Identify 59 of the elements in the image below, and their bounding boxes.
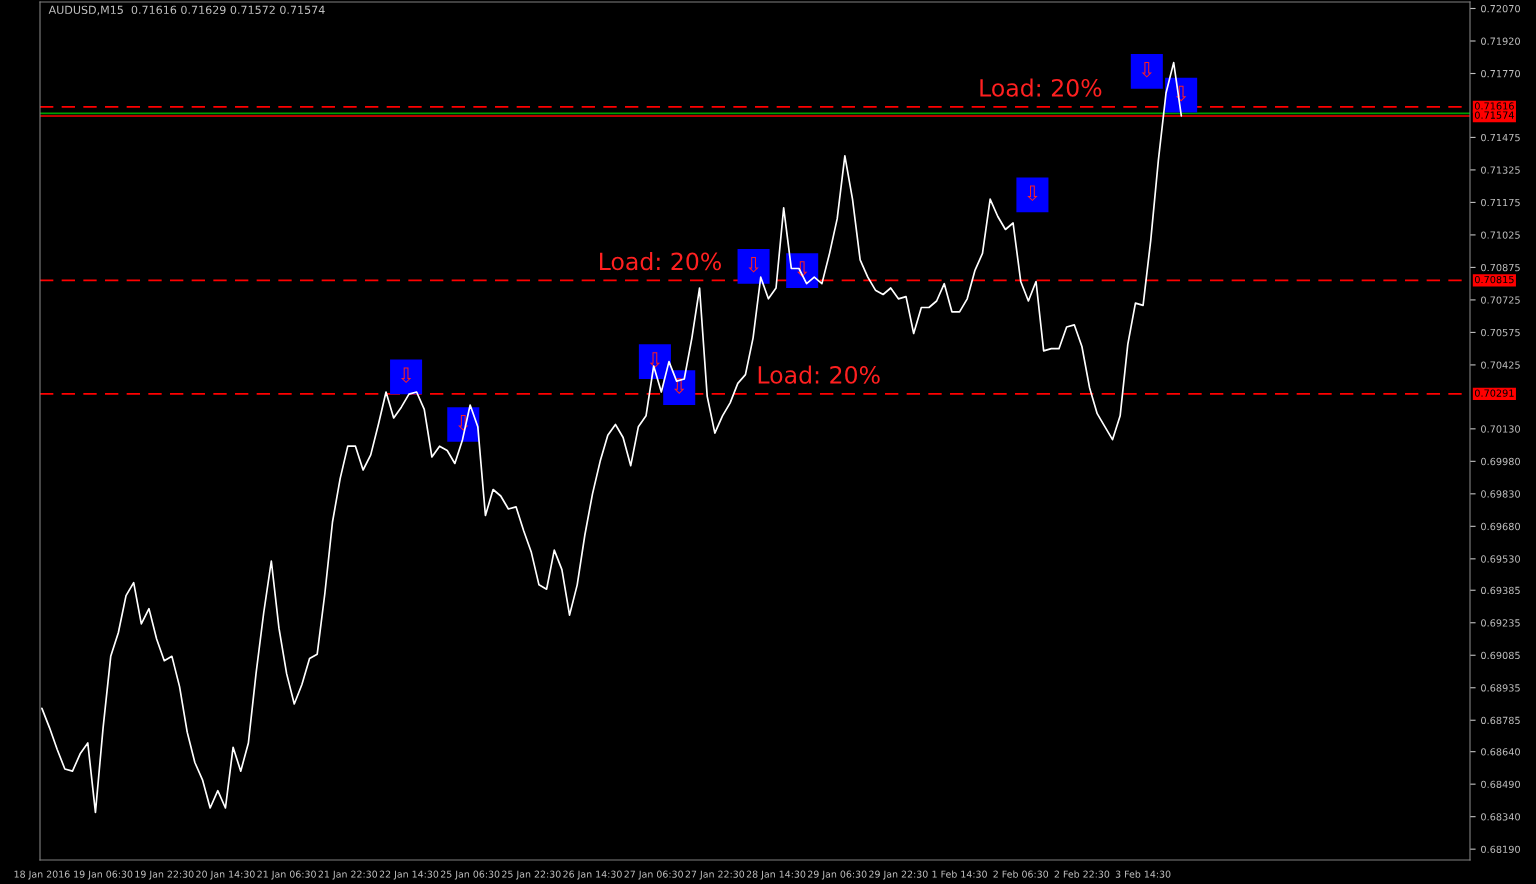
x-tick-label: 25 Jan 22:30 (502, 870, 561, 880)
annotation: ⇩ (797, 261, 808, 277)
x-tick-label: 29 Jan 22:30 (869, 870, 928, 880)
y-tick-label: 0.70425 (1481, 361, 1520, 369)
y-tick-label: 0.68340 (1481, 813, 1520, 821)
x-tick-label: 19 Jan 22:30 (135, 870, 194, 880)
y-tick-label: 0.68785 (1481, 716, 1520, 725)
x-tick-label: 20 Jan 14:30 (196, 870, 255, 880)
annotation: ⇩ (649, 352, 661, 368)
x-tick-label: 28 Jan 14:30 (746, 870, 806, 880)
x-tick-label: 19 Jan 06:30 (74, 870, 133, 880)
y-tick-label: 0.69385 (1481, 586, 1520, 595)
x-tick-label: 29 Jan 06:30 (808, 870, 867, 880)
x-tick-label: 25 Jan 06:30 (440, 870, 500, 880)
y-tick-label: 0.69085 (1481, 651, 1520, 660)
annotation: Load: 20% (980, 78, 1102, 97)
ref-line-label: 0.70815 (1474, 275, 1514, 284)
y-tick-label: 0.71025 (1481, 231, 1520, 239)
y-tick-label: 0.68935 (1481, 684, 1520, 692)
y-tick-label: 0.69830 (1481, 490, 1520, 498)
y-tick-label: 0.69235 (1481, 619, 1520, 627)
y-tick-label: 0.69530 (1481, 555, 1520, 563)
y-tick-label: 0.70575 (1481, 328, 1520, 337)
x-tick-label: 2 Feb 06:30 (993, 870, 1049, 878)
y-tick-label: 0.70875 (1481, 263, 1520, 272)
y-tick-label: 0.71325 (1481, 166, 1520, 174)
y-tick-label: 0.70130 (1481, 425, 1520, 433)
x-tick-label: 22 Jan 14:30 (379, 870, 439, 880)
ref-line-label: 0.71574 (1474, 111, 1514, 119)
x-tick-label: 27 Jan 06:30 (624, 870, 683, 880)
x-tick-label: 27 Jan 22:30 (685, 870, 745, 880)
x-tick-label: 3 Feb 14:30 (1115, 870, 1171, 878)
y-tick-label: 0.71770 (1481, 69, 1520, 78)
annotation: Load: 20% (600, 252, 721, 271)
chart-title: AUDUSD,M15 0.71616 0.71629 0.71572 0.71574 (48, 5, 325, 16)
y-tick-label: 0.71920 (1481, 37, 1520, 45)
annotation: ⇩ (748, 256, 759, 273)
x-tick-label: 1 Feb 14:30 (932, 870, 987, 878)
y-tick-label: 0.68190 (1481, 845, 1520, 853)
annotation: ⇩ (1027, 185, 1038, 202)
annotation: Load: 20% (758, 365, 880, 384)
ref-line-label: 0.70291 (1474, 389, 1514, 397)
x-tick-label: 21 Jan 06:30 (257, 870, 316, 880)
ref-line-label: 0.71616 (1474, 102, 1514, 110)
y-tick-label: 0.70725 (1481, 296, 1520, 304)
y-tick-label: 0.69680 (1481, 522, 1520, 531)
annotation: ⇩ (1141, 61, 1152, 78)
y-tick-label: 0.72070 (1481, 4, 1520, 13)
annotation: ⇩ (674, 378, 685, 394)
x-tick-label: 26 Jan 14:30 (563, 870, 622, 880)
annotation: ⇩ (400, 367, 412, 384)
x-tick-label: 21 Jan 22:30 (318, 870, 378, 880)
y-tick-label: 0.71175 (1481, 198, 1520, 207)
x-tick-label: 2 Feb 22:30 (1054, 870, 1110, 878)
y-tick-label: 0.68490 (1481, 780, 1520, 788)
y-tick-label: 0.71475 (1481, 133, 1520, 142)
y-tick-label: 0.68640 (1481, 748, 1520, 756)
y-tick-label: 0.69980 (1481, 457, 1520, 466)
x-tick-label: 18 Jan 2016 (14, 870, 70, 880)
